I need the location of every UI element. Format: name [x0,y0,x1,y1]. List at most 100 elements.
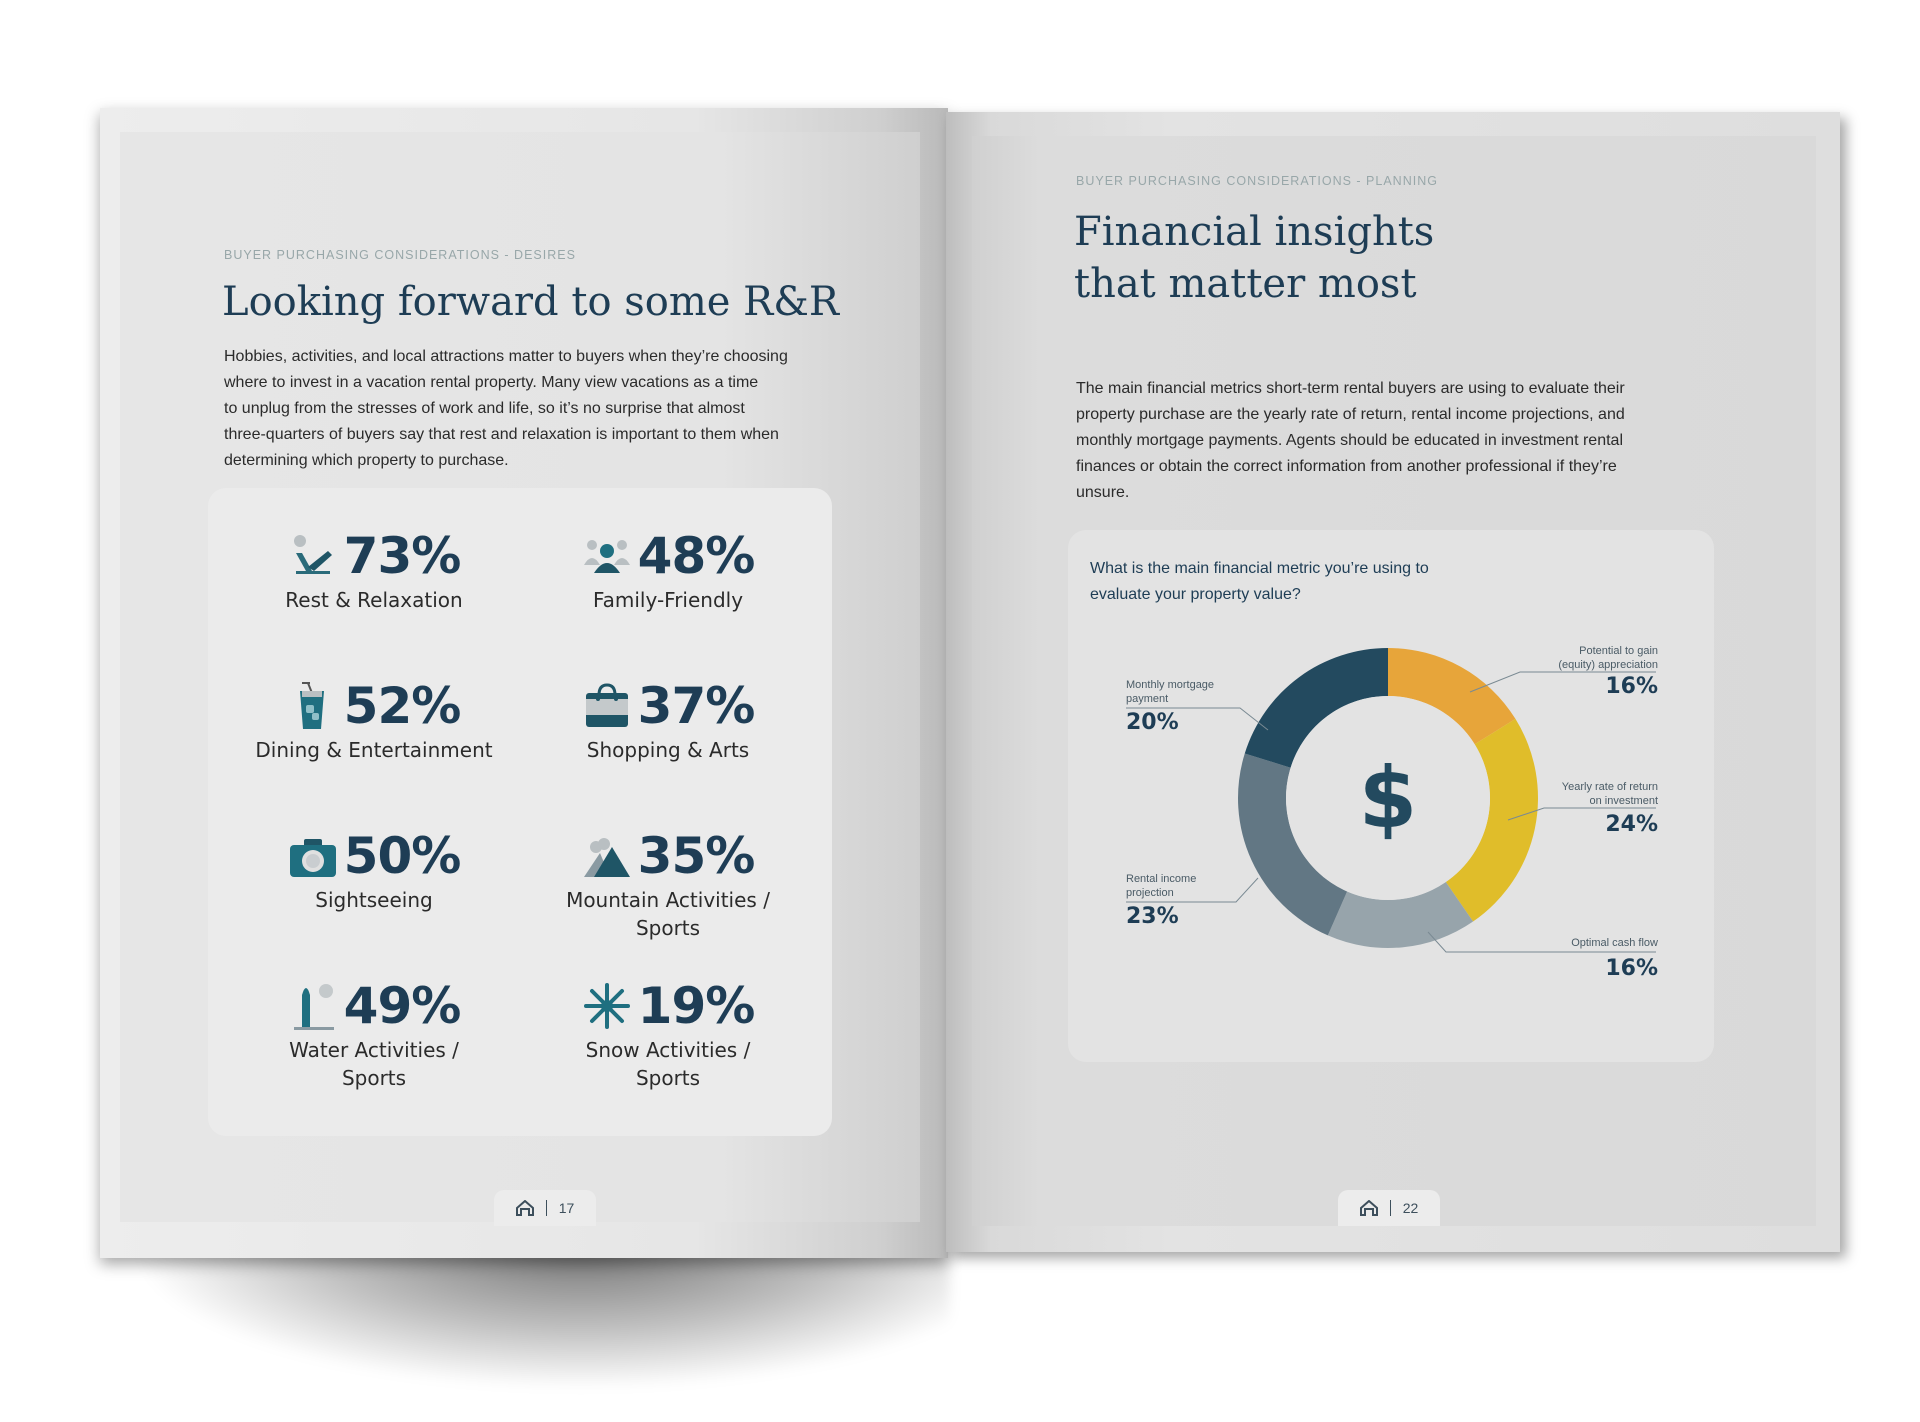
value-mortgage: 20% [1126,710,1179,735]
left-body-line: where to invest in a vacation rental pro… [224,374,759,391]
leader-line-equity [1469,671,1656,693]
stat-label: Rest & Relaxation [285,588,463,612]
home-icon [515,1200,534,1216]
mountain-icon [583,838,630,877]
donut-hole [1286,696,1490,900]
slice-label-line: projection [1126,887,1174,899]
right-body-line: monthly mortgage payments. Agents should… [1076,432,1623,449]
donut-slice-monthly-mortgage-payment [1244,648,1388,768]
stat-label: Mountain Activities / [566,888,770,912]
slice-label-line: (equity) appreciation [1558,659,1658,671]
right-body-line: finances or obtain the correct informati… [1076,458,1617,475]
left-body-line: three-quarters of buyers say that rest a… [224,426,779,443]
label-mortgage: Monthly mortgage payment [1126,678,1214,706]
donut-slice-yearly-rate-of-return-on-investment [1445,718,1538,922]
footer-separator [1389,1200,1391,1216]
stat-percent: 37% [637,677,756,735]
right-page-panel: BUYER PURCHASING CONSIDERATIONS - PLANNI… [972,136,1816,1226]
stat-water-activities: 49% Water Activities / Sports [234,978,514,1092]
value-equity-appreciation: 16% [1605,674,1658,699]
stat-family-friendly: 48% Family-Friendly [528,528,808,614]
stat-label: Sports [635,916,701,940]
drink-icon [299,682,324,729]
home-icon [1359,1200,1378,1216]
stat-snow-activities: 19% Snow Activities / Sports [528,978,808,1092]
left-title: Looking forward to some R&R [222,279,840,325]
snowflake-icon [583,983,630,1029]
family-icon [583,540,630,573]
label-cash-flow: Optimal cash flow [1571,936,1658,950]
value-yearly-return: 24% [1605,812,1658,837]
chart-question-line: What is the main financial metric you’re… [1090,560,1429,577]
leader-line-yearly-return [1507,807,1656,821]
left-body-line: to unplug from the stresses of work and … [224,400,745,417]
left-kicker: BUYER PURCHASING CONSIDERATIONS - DESIRE… [224,248,576,262]
stat-percent: 35% [637,827,756,885]
camera-icon [289,839,336,877]
stats-card: 73% Rest & Relaxation 48% [208,488,832,1136]
page-number: 17 [558,1200,575,1216]
shopping-bag-icon [585,683,628,727]
stat-label: Shopping & Arts [586,738,750,762]
right-title: Financial insights that matter most [1074,206,1434,310]
left-body-line: determining which property to purchase. [224,452,509,469]
stat-shopping-arts: 37% Shopping & Arts [528,678,808,764]
chart-question-line: evaluate your property value? [1090,586,1301,603]
stat-percent: 19% [637,977,756,1035]
footer-separator [545,1200,547,1216]
stat-label: Sports [341,1066,407,1090]
stat-percent: 49% [343,977,462,1035]
stat-label: Snow Activities / [585,1038,751,1062]
donut-slice-potential-to-gain-equity-appreciation [1388,648,1516,745]
stat-dining-entertainment: 52% Dining & Entertainment [234,678,514,764]
value-cash-flow: 16% [1605,956,1658,981]
right-page: BUYER PURCHASING CONSIDERATIONS - PLANNI… [946,112,1840,1252]
stat-mountain-activities: 35% Mountain Activities / Sports [528,828,808,942]
right-body: The main financial metrics short-term re… [1076,376,1625,506]
stat-percent: 73% [343,527,462,585]
leader-line-cash-flow [1427,931,1656,953]
slice-label-line: Rental income [1126,873,1197,885]
beach-chair-icon [293,535,332,574]
label-rental-income: Rental income projection [1126,872,1196,900]
stat-label: Family-Friendly [592,588,744,612]
slice-label-line: Optimal cash flow [1571,937,1658,949]
left-page: BUYER PURCHASING CONSIDERATIONS - DESIRE… [100,108,948,1258]
right-body-line: unsure. [1076,484,1130,501]
leader-line-rental-income [1126,877,1259,903]
right-kicker: BUYER PURCHASING CONSIDERATIONS - PLANNI… [1076,174,1438,188]
right-title-line: Financial insights [1074,209,1435,255]
stat-label: Sports [635,1066,701,1090]
leader-line-mortgage [1126,707,1269,731]
label-yearly-return: Yearly rate of return on investment [1562,780,1658,808]
slice-label-line: on investment [1589,795,1658,807]
slice-label-line: payment [1126,693,1169,705]
stat-sightseeing: 50% Sightseeing [234,828,514,914]
surfboard-icon [293,984,334,1030]
page-number: 22 [1402,1200,1419,1216]
stat-percent: 50% [343,827,462,885]
left-body: Hobbies, activities, and local attractio… [224,344,788,474]
label-equity-appreciation: Potential to gain (equity) appreciation [1558,644,1658,672]
left-page-panel: BUYER PURCHASING CONSIDERATIONS - DESIRE… [120,132,920,1226]
left-body-line: Hobbies, activities, and local attractio… [224,348,788,365]
chart-question: What is the main financial metric you’re… [1090,556,1429,608]
value-rental-income: 23% [1126,904,1179,929]
right-page-footer: 22 [1338,1190,1440,1226]
dollar-sign-icon: $ [1359,749,1417,847]
left-page-footer: 17 [494,1190,596,1226]
slice-label-line: Potential to gain [1579,645,1658,657]
stat-label: Dining & Entertainment [255,738,493,762]
donut-slice-optimal-cash-flow [1327,882,1474,948]
right-body-line: The main financial metrics short-term re… [1076,380,1625,397]
chart-card: What is the main financial metric you’re… [1068,530,1714,1062]
donut-slice-rental-income-projection [1238,753,1348,936]
stat-label: Sightseeing [315,888,433,912]
donut-chart: $ [1126,648,1656,953]
stat-percent: 48% [637,527,756,585]
right-title-line: that matter most [1074,261,1417,307]
stat-label: Water Activities / [289,1038,459,1062]
right-body-line: property purchase are the yearly rate of… [1076,406,1625,423]
stat-rest-relaxation: 73% Rest & Relaxation [234,528,514,614]
slice-label-line: Yearly rate of return [1561,781,1658,793]
